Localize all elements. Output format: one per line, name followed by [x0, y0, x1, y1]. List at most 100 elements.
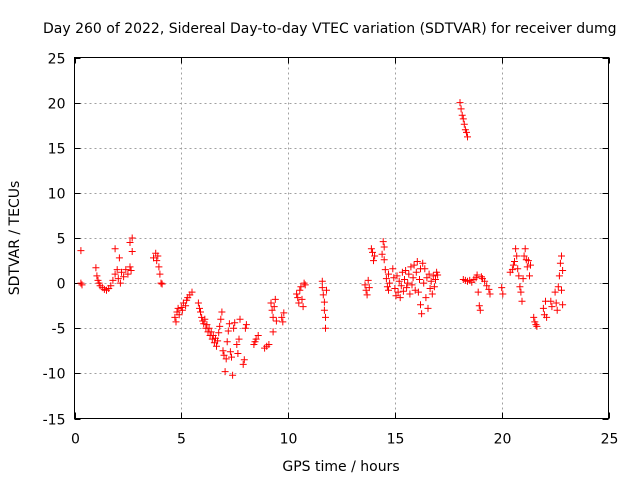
data-point — [318, 277, 326, 285]
data-point — [269, 313, 277, 321]
data-point — [425, 270, 433, 278]
data-point — [109, 276, 117, 284]
data-point — [156, 270, 164, 278]
data-point — [175, 311, 183, 319]
data-point — [403, 284, 411, 292]
data-point — [265, 341, 273, 348]
data-point — [297, 283, 305, 291]
y-tick-label: 10 — [48, 187, 66, 203]
data-point — [382, 275, 390, 283]
data-point — [532, 321, 540, 329]
data-point — [424, 304, 432, 312]
data-point — [410, 261, 418, 269]
data-point — [558, 252, 565, 260]
data-points — [77, 99, 567, 379]
data-point — [323, 286, 330, 294]
data-point — [402, 267, 410, 274]
x-tick-label: 20 — [494, 432, 512, 448]
data-point — [116, 279, 124, 287]
data-point — [320, 306, 328, 314]
y-tick-labels: -15 -10 -5 0 5 10 15 20 25 — [43, 52, 66, 429]
data-point — [77, 279, 85, 287]
data-point — [515, 272, 523, 280]
data-point — [369, 248, 376, 256]
data-point — [207, 328, 215, 336]
data-point — [242, 321, 250, 329]
data-point — [370, 257, 377, 265]
data-point — [208, 335, 216, 343]
data-point — [225, 320, 233, 328]
data-point — [361, 281, 369, 289]
data-point — [229, 371, 237, 379]
data-point — [405, 270, 413, 278]
data-point — [115, 254, 123, 262]
data-point — [411, 286, 419, 294]
data-point — [230, 324, 238, 332]
x-tick-labels: 0 5 10 15 20 25 — [71, 432, 618, 448]
data-point — [78, 281, 86, 289]
data-point — [404, 279, 412, 287]
y-tick-label: 20 — [48, 97, 66, 113]
data-point — [154, 252, 162, 260]
x-tick-label: 5 — [177, 432, 186, 448]
data-point — [413, 258, 421, 265]
data-point — [231, 319, 239, 327]
data-point — [485, 285, 493, 293]
x-tick-label: 25 — [601, 432, 619, 448]
data-point — [417, 301, 424, 309]
data-point — [412, 268, 420, 276]
data-point — [521, 245, 529, 253]
data-point — [416, 276, 423, 283]
plot-frame — [74, 57, 609, 419]
data-point — [520, 252, 528, 260]
x-tick-label: 15 — [387, 432, 405, 448]
data-point — [319, 291, 327, 299]
data-point — [214, 337, 222, 345]
data-point — [270, 303, 278, 311]
data-point — [194, 299, 202, 307]
data-point — [158, 280, 166, 288]
data-point — [236, 315, 244, 323]
data-point — [547, 297, 555, 305]
data-point — [409, 274, 417, 282]
data-point — [188, 288, 196, 296]
data-point — [530, 313, 538, 321]
data-point — [268, 306, 276, 314]
data-point — [508, 266, 516, 274]
data-point — [267, 299, 275, 307]
data-point — [526, 272, 533, 280]
y-tick-label: 5 — [57, 232, 66, 248]
data-point — [432, 276, 439, 283]
data-point — [385, 286, 392, 294]
data-point — [514, 265, 522, 273]
data-point — [301, 281, 309, 289]
data-point — [428, 290, 436, 298]
data-point — [399, 287, 407, 295]
data-point — [296, 286, 304, 294]
data-point — [476, 306, 484, 314]
data-point — [516, 283, 524, 291]
data-point — [464, 133, 471, 141]
data-point — [300, 279, 308, 287]
data-point — [213, 342, 220, 350]
data-point — [555, 272, 563, 280]
data-point — [524, 257, 532, 265]
data-point — [322, 324, 329, 332]
data-point — [378, 250, 386, 258]
data-point — [228, 353, 235, 361]
y-tick-label: -5 — [52, 322, 66, 338]
data-point — [254, 332, 262, 339]
data-point — [456, 99, 464, 107]
x-tick-label: 10 — [280, 432, 298, 448]
data-point — [120, 273, 128, 281]
data-point — [475, 302, 483, 310]
data-point — [380, 243, 388, 251]
data-point — [182, 302, 190, 310]
data-point — [509, 261, 517, 269]
data-point — [216, 322, 224, 330]
data-point — [518, 297, 526, 305]
y-tick-label: 0 — [57, 277, 66, 293]
data-point — [533, 322, 541, 330]
data-point — [477, 273, 485, 281]
data-point — [279, 318, 287, 326]
